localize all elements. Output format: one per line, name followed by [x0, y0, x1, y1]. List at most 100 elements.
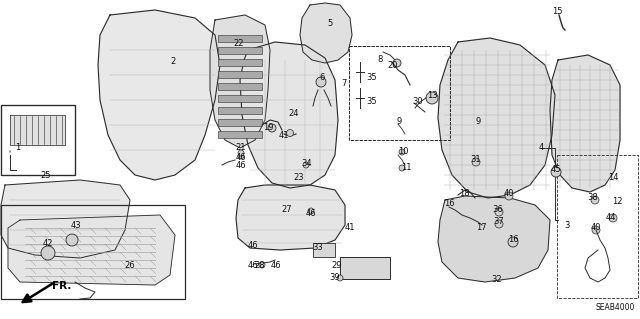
- Text: 45: 45: [551, 166, 561, 174]
- Bar: [218, 131, 262, 138]
- Text: 31: 31: [470, 154, 481, 164]
- Text: 27: 27: [282, 204, 292, 213]
- Circle shape: [399, 149, 405, 155]
- Text: 35: 35: [367, 73, 378, 83]
- Text: 46: 46: [236, 153, 246, 162]
- Text: 9: 9: [396, 117, 402, 127]
- Bar: [340, 257, 390, 279]
- Text: 11: 11: [401, 162, 412, 172]
- Polygon shape: [98, 10, 220, 180]
- Bar: [218, 47, 262, 54]
- Polygon shape: [8, 215, 175, 285]
- Text: 25: 25: [41, 172, 51, 181]
- Text: 8: 8: [378, 55, 383, 63]
- Text: 32: 32: [492, 275, 502, 284]
- Text: 28: 28: [255, 261, 266, 270]
- Text: 12: 12: [612, 197, 622, 206]
- Text: 42: 42: [43, 239, 53, 248]
- Text: 10: 10: [397, 147, 408, 157]
- Circle shape: [505, 192, 513, 200]
- Bar: [218, 59, 262, 66]
- Text: 44: 44: [605, 213, 616, 222]
- Text: 7: 7: [341, 78, 347, 87]
- Text: 41: 41: [345, 222, 355, 232]
- Circle shape: [508, 237, 518, 247]
- Text: 33: 33: [312, 242, 323, 251]
- Text: 4: 4: [538, 144, 543, 152]
- Text: 22: 22: [234, 39, 244, 48]
- Text: 40: 40: [504, 189, 515, 197]
- Text: 46: 46: [248, 241, 259, 250]
- Circle shape: [393, 59, 401, 67]
- Text: 35: 35: [367, 97, 378, 106]
- Text: 34: 34: [301, 159, 312, 167]
- Circle shape: [66, 234, 78, 246]
- Text: 23: 23: [294, 173, 304, 182]
- Circle shape: [238, 150, 244, 156]
- Circle shape: [591, 196, 599, 204]
- Text: 29: 29: [332, 261, 342, 270]
- Text: 46: 46: [271, 261, 282, 270]
- Text: 5: 5: [328, 19, 333, 27]
- Text: 15: 15: [552, 6, 563, 16]
- Bar: [218, 71, 262, 78]
- Text: 16: 16: [444, 199, 454, 209]
- Bar: [218, 119, 262, 126]
- Text: 3: 3: [564, 220, 570, 229]
- Polygon shape: [438, 196, 550, 282]
- Text: 9: 9: [476, 116, 481, 125]
- Circle shape: [337, 275, 343, 281]
- Circle shape: [551, 167, 561, 177]
- Bar: [218, 83, 262, 90]
- Text: 26: 26: [125, 262, 135, 271]
- Text: 39: 39: [330, 273, 340, 283]
- Text: 46: 46: [236, 160, 246, 169]
- Text: 30: 30: [413, 98, 423, 107]
- Circle shape: [495, 220, 503, 228]
- Text: 20: 20: [388, 61, 398, 70]
- Text: 2: 2: [170, 57, 175, 66]
- Text: 18: 18: [459, 189, 469, 197]
- Text: 16: 16: [508, 234, 518, 243]
- Bar: [1, 105, 75, 175]
- Text: 6: 6: [319, 73, 324, 83]
- Bar: [218, 95, 262, 102]
- Text: 24: 24: [289, 108, 300, 117]
- Text: 40: 40: [591, 224, 601, 233]
- Circle shape: [426, 92, 438, 104]
- Text: 19: 19: [263, 122, 273, 131]
- Polygon shape: [438, 38, 555, 198]
- Circle shape: [308, 208, 314, 214]
- Text: 13: 13: [427, 91, 437, 100]
- Circle shape: [495, 208, 503, 216]
- Polygon shape: [210, 15, 270, 148]
- Text: 41: 41: [279, 131, 289, 140]
- Polygon shape: [236, 185, 345, 250]
- Text: 14: 14: [608, 173, 618, 182]
- Circle shape: [41, 246, 55, 260]
- Polygon shape: [550, 55, 620, 192]
- Circle shape: [268, 124, 276, 132]
- Bar: [349, 46, 450, 140]
- Circle shape: [287, 130, 294, 137]
- Circle shape: [238, 153, 244, 159]
- Bar: [218, 107, 262, 114]
- Bar: [349, 46, 450, 140]
- Text: 17: 17: [476, 224, 486, 233]
- Circle shape: [316, 77, 326, 87]
- Bar: [1, 105, 75, 175]
- Polygon shape: [1, 180, 130, 258]
- Polygon shape: [10, 115, 65, 145]
- Circle shape: [303, 162, 309, 168]
- Circle shape: [609, 214, 617, 222]
- Text: 46: 46: [306, 209, 316, 218]
- Text: 37: 37: [493, 218, 504, 226]
- Text: SEAB4000: SEAB4000: [596, 303, 635, 312]
- Bar: [218, 35, 262, 42]
- Circle shape: [259, 262, 265, 268]
- Polygon shape: [240, 42, 338, 188]
- Bar: [313, 243, 335, 257]
- Text: 46: 46: [248, 261, 259, 270]
- Circle shape: [399, 165, 405, 171]
- Bar: [557, 155, 638, 298]
